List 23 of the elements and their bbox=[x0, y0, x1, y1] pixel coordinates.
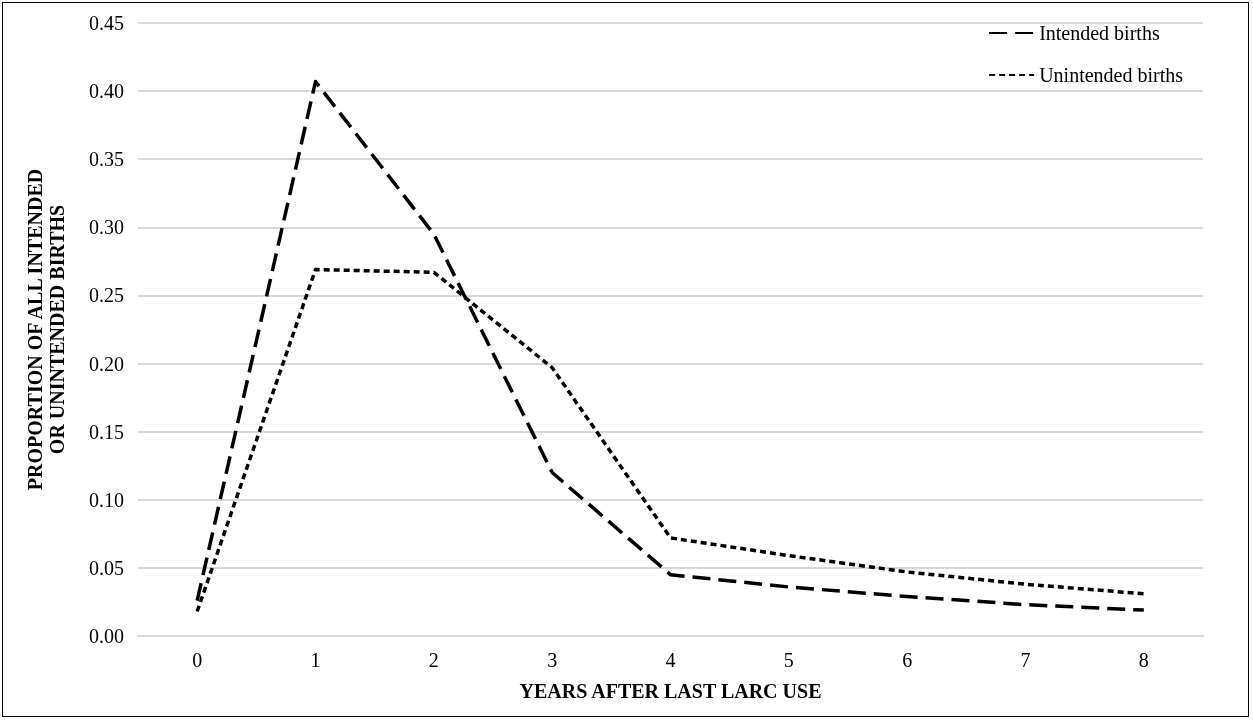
y-tick-label: 0.00 bbox=[89, 625, 124, 647]
x-tick-label: 1 bbox=[310, 649, 321, 671]
y-tick-label: 0.20 bbox=[89, 352, 124, 375]
x-tick-label: 8 bbox=[1138, 649, 1149, 671]
x-tick-label: 2 bbox=[428, 649, 439, 671]
x-tick-label: 5 bbox=[783, 649, 794, 671]
x-axis-title: YEARS AFTER LAST LARC USE bbox=[519, 680, 822, 702]
y-tick-label: 0.05 bbox=[89, 556, 124, 579]
y-tick-label: 0.10 bbox=[89, 488, 124, 511]
y-tick-label: 0.35 bbox=[89, 148, 124, 171]
y-axis-title: PROPORTION OF ALL INTENDED OR UNINTENDED BIRTHS bbox=[24, 168, 68, 491]
y-tick-label: 0.45 bbox=[89, 12, 124, 34]
x-tick-label: 0 bbox=[192, 649, 203, 671]
y-tick-label: 0.15 bbox=[89, 420, 124, 443]
y-tick-label: 0.30 bbox=[89, 216, 124, 239]
x-tick-label: 6 bbox=[902, 649, 913, 671]
x-tick-label: 3 bbox=[547, 649, 558, 671]
x-tick-label: 7 bbox=[1020, 649, 1031, 671]
legend-label: Intended births bbox=[1039, 22, 1160, 44]
y-tick-label: 0.25 bbox=[89, 284, 124, 307]
y-tick-label: 0.40 bbox=[89, 80, 124, 103]
x-tick-label: 4 bbox=[665, 649, 676, 671]
legend-label: Unintended births bbox=[1039, 64, 1184, 86]
